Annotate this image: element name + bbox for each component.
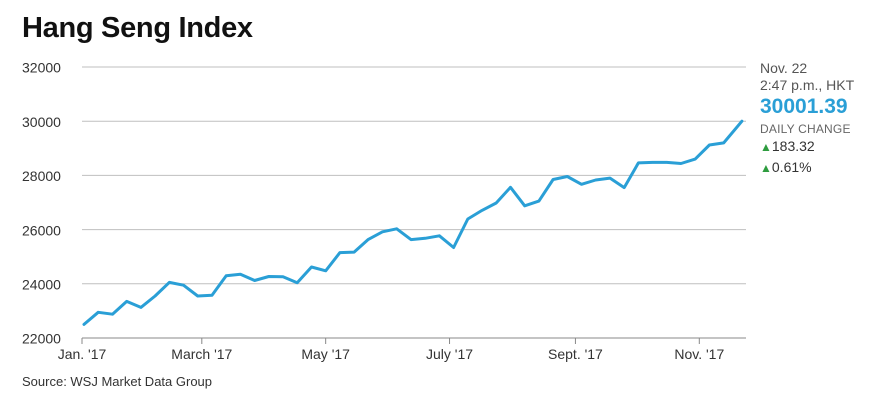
latest-value-panel: Nov. 22 2:47 p.m., HKT 30001.39 DAILY CH… [760, 60, 880, 178]
x-tick-label: May '17 [301, 346, 350, 362]
x-tick-label: Sept. '17 [548, 346, 603, 362]
chart-title: Hang Seng Index [22, 12, 253, 44]
y-axis-ticks: 22000 24000 26000 28000 30000 32000 [22, 60, 61, 347]
daily-change-label: DAILY CHANGE [760, 122, 851, 136]
x-tick-label: July '17 [426, 346, 473, 362]
x-tick-label: Nov. '17 [674, 346, 724, 362]
gridlines [82, 66, 746, 285]
up-arrow-icon: ▲ [760, 161, 772, 175]
y-tick-label: 22000 [22, 331, 61, 347]
change-points-value: 183.32 [771, 138, 815, 154]
x-axis: Jan. '17 March '17 May '17 July '17 Sept. '1… [58, 337, 746, 362]
y-tick-label: 24000 [22, 277, 61, 293]
x-tick-label: Jan. '17 [58, 346, 107, 362]
y-tick-label: 30000 [22, 114, 61, 130]
change-percent: ▲0.61% [760, 157, 880, 178]
readout-date: Nov. 22 [760, 60, 808, 76]
x-tick-label: March '17 [171, 346, 232, 362]
readout-value: 30001.39 [760, 95, 848, 118]
y-tick-label: 32000 [22, 60, 61, 76]
up-arrow-icon: ▲ [760, 140, 772, 154]
source-note: Source: WSJ Market Data Group [22, 374, 213, 389]
change-percent-value: 0.61% [771, 159, 812, 175]
series-layer [82, 119, 744, 326]
series-line [82, 119, 744, 326]
y-tick-label: 28000 [22, 168, 61, 184]
y-tick-label: 26000 [22, 222, 61, 238]
change-points: ▲183.32 [760, 136, 880, 157]
readout-time: 2:47 p.m., HKT [760, 77, 855, 93]
